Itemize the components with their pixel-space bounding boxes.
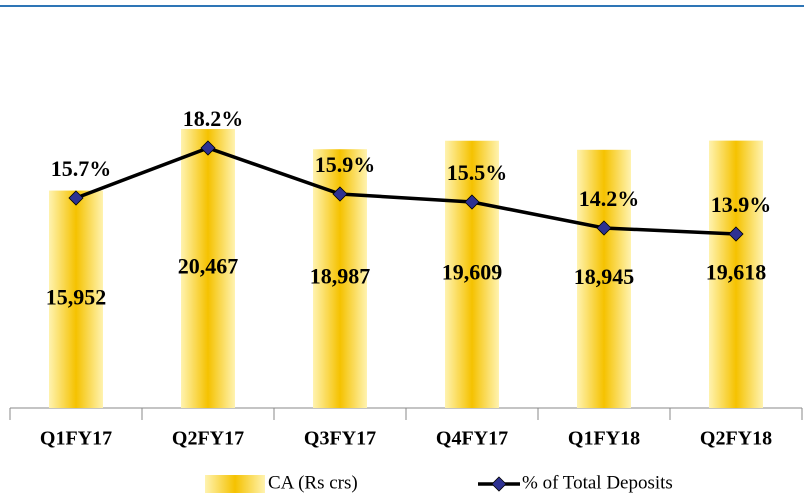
- x-tick-label: Q1FY18: [568, 428, 640, 450]
- line-value-label: 18.2%: [183, 106, 244, 131]
- line-value-label: 15.5%: [447, 160, 508, 185]
- legend-label: % of Total Deposits: [522, 472, 673, 493]
- line-value-label: 13.9%: [711, 192, 772, 217]
- x-tick-label: Q2FY17: [172, 428, 244, 450]
- line-marker: [200, 140, 216, 156]
- bar-value-label: 18,945: [574, 264, 635, 289]
- bar-value-label: 15,952: [46, 284, 107, 309]
- bar: [49, 190, 103, 408]
- bar: [445, 140, 499, 409]
- bar-value-label: 19,609: [442, 259, 503, 284]
- line-value-label: 14.2%: [579, 186, 640, 211]
- line-marker: [332, 186, 348, 202]
- plot-area: Q1FY17 Q2FY17 Q3FY17 Q4FY17 Q1FY18 Q2FY18 15,9…: [9, 106, 803, 493]
- line-marker: [464, 194, 480, 210]
- legend-label: CA (Rs crs): [268, 472, 358, 493]
- legend-marker: [491, 476, 507, 492]
- bar: [577, 149, 631, 408]
- line-value-label: 15.9%: [315, 152, 376, 177]
- line-marker: [68, 190, 84, 206]
- line: [75, 146, 737, 236]
- line-marker: [728, 226, 744, 242]
- x-tick-label: Q1FY17: [40, 428, 112, 450]
- bar-value-label: 20,467: [178, 254, 239, 279]
- line-value-label: 15.7%: [51, 156, 112, 181]
- x-tick-label: Q4FY17: [436, 428, 508, 450]
- line-marker: [596, 220, 612, 236]
- legend-swatch: [205, 475, 265, 493]
- bar: [181, 129, 235, 409]
- bar-value-label: 18,987: [310, 264, 371, 289]
- x-tick-label: Q3FY17: [304, 428, 376, 450]
- x-tick-label: Q2FY18: [700, 428, 772, 450]
- bar-value-label: 19,618: [706, 259, 767, 284]
- bar: [709, 140, 763, 408]
